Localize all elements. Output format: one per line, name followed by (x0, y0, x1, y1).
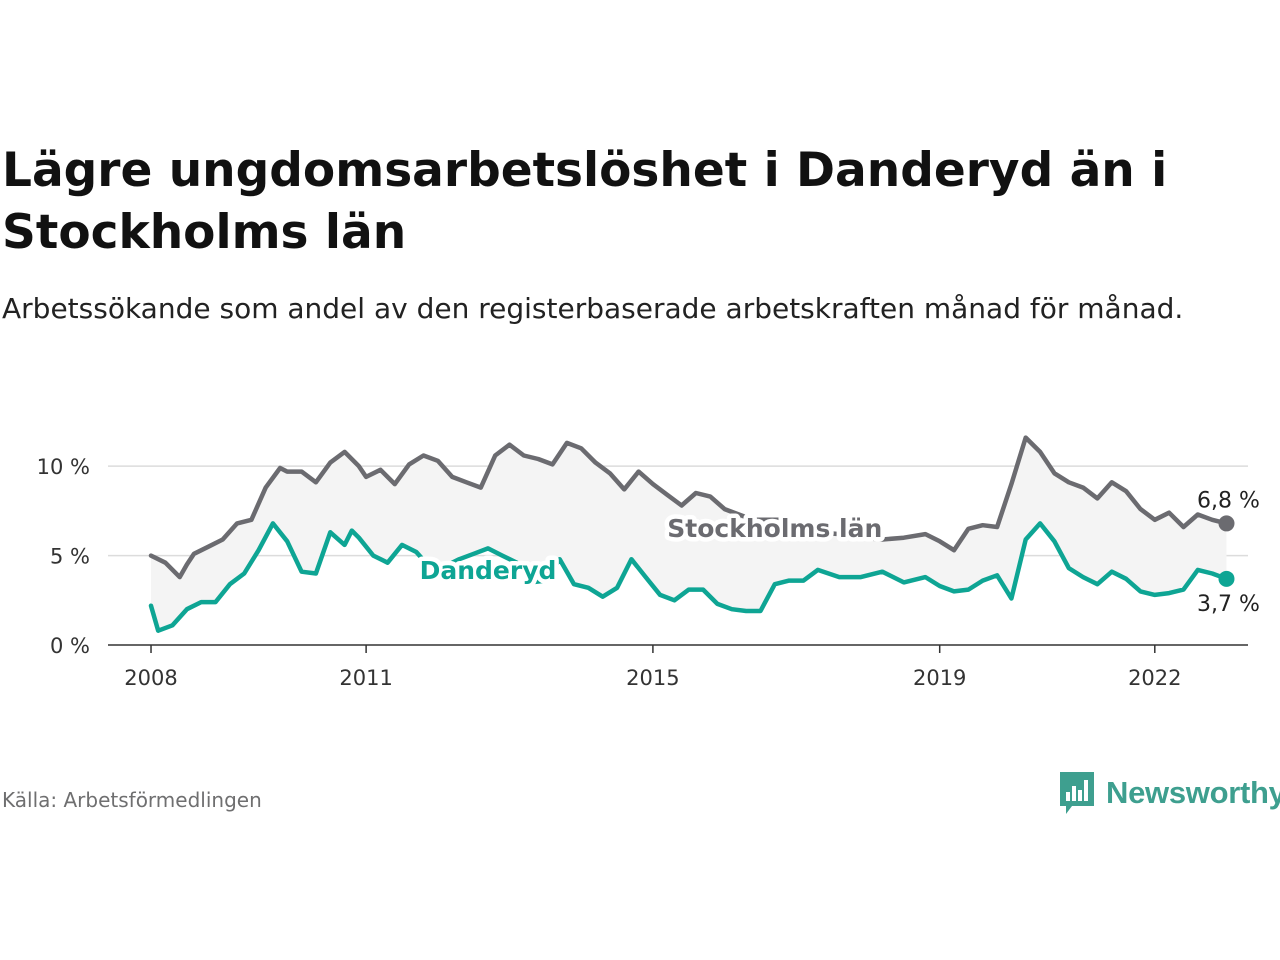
brand-logo[interactable]: Newsworthy (1058, 770, 1280, 816)
x-tick-label: 2022 (1128, 666, 1181, 690)
x-tick-label: 2011 (339, 666, 392, 690)
y-tick-label: 5 % (50, 545, 90, 569)
series-label-halo-danderyd: Danderyd (420, 556, 557, 585)
series-band (151, 437, 1227, 631)
series-label-stockholms-l-n: Stockholms län (667, 514, 882, 543)
line-chart: 0 % 5 % 10 % 2008 2011 2015 2019 2022 6,8 % 3,7… (37, 435, 1260, 690)
brand-name: Newsworthy (1106, 775, 1280, 810)
series-line-danderyd (148, 521, 1229, 633)
area-between-series (151, 437, 1227, 631)
last-value-label-danderyd: 3,7 % (1197, 592, 1260, 617)
y-tick-label: 0 % (50, 634, 90, 658)
x-tick-label: 2015 (626, 666, 679, 690)
x-tick-label: 2019 (913, 666, 966, 690)
x-tick-label: 2008 (124, 666, 177, 690)
series-label-halo-stockholms-l-n: Stockholms län (667, 514, 882, 543)
series-label-danderyd: Danderyd (420, 556, 557, 585)
y-tick-label: 10 % (37, 455, 90, 479)
series-lines (148, 435, 1235, 633)
series-line-stockholms-l-n (148, 435, 1229, 580)
end-marker-stockholms-l-n (1218, 515, 1235, 532)
x-axis: 2008 2011 2015 2019 2022 (108, 644, 1248, 690)
source-note: Källa: Arbetsförmedlingen (2, 788, 262, 812)
last-value-label-stockholms-l-n: 6,8 % (1197, 488, 1260, 513)
newsworthy-logo-icon (1060, 772, 1094, 814)
end-marker-danderyd (1218, 570, 1235, 587)
chart-title: Lägre ungdomsarbetslöshet i Danderyd än … (2, 143, 1168, 260)
chart-subtitle: Arbetssökande som andel av den registerb… (2, 292, 1184, 325)
